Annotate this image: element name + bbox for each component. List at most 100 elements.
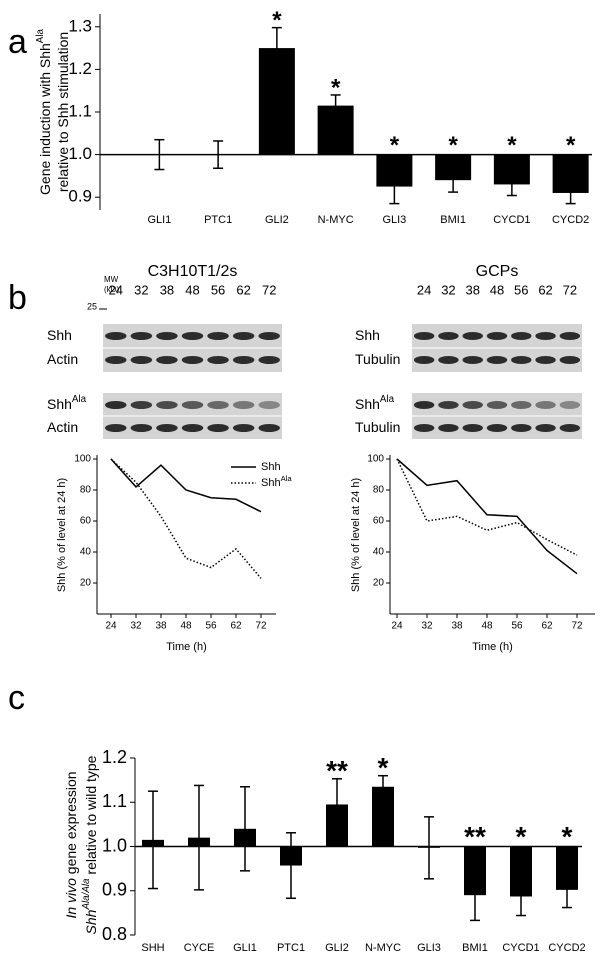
x-tick-label: PTC1 [204,214,232,226]
x-tick-label: CYCD1 [502,942,539,954]
panel-label: a [8,23,27,61]
bar [556,846,578,890]
x-axis-label: Time (h) [166,641,207,653]
blot-band [413,332,435,340]
lane-label: 72 [563,282,577,297]
row-label: ShhAla [355,394,395,412]
blot-band [511,332,532,340]
blot-band [413,401,435,409]
label-part: Shh [83,909,99,934]
x-tick-label: BMI1 [462,942,488,954]
lane-label: 62 [538,282,552,297]
bar [372,786,394,847]
x-tick-label: CYCE [184,942,215,954]
x-tick-label: GLI2 [265,214,289,226]
bar [142,839,164,847]
y-tick-label: 1.2 [68,59,92,78]
blot-band [105,401,127,409]
mw-label: MW [104,275,119,284]
blot-band [207,424,229,432]
lane-label: 56 [211,282,225,297]
series-line [396,458,578,556]
y-tick-label: 80 [80,485,92,496]
x-tick-label: CYCD2 [552,214,589,226]
significance: * [507,132,517,159]
row-label: Actin [47,351,78,367]
blot-band [258,424,280,432]
series-line [110,458,262,513]
x-tick-label: SHH [141,942,164,954]
panel-label: c [8,679,25,717]
series-line [396,458,578,575]
y-tick-label: 0.9 [102,880,127,900]
axis-label: Gene induction with ShhAla [35,28,53,194]
row-label: Shh [47,327,72,343]
x-tick-label: 72 [255,621,267,632]
blot-band [181,424,204,432]
x-tick-label: 38 [155,621,167,632]
x-tick-label: 24 [105,621,117,632]
bar [552,154,589,193]
label-part: Shh [47,396,72,412]
x-axis-label: Time (h) [472,641,513,653]
blot-title: C3H10T1/2s [148,263,238,280]
blot-band [535,424,556,432]
blot-band [232,356,255,364]
y-tick-label: 60 [80,516,92,527]
label-part: relative to Shh stimulation [55,32,71,192]
blot-band [232,332,255,340]
blot-band [559,401,581,409]
lane-label: 38 [465,282,479,297]
blot-band [511,401,532,409]
blot-band [181,332,204,340]
blot-band [535,401,556,409]
lane-label: 24 [109,282,123,297]
significance: * [562,821,573,852]
label-part: Shh [355,396,380,412]
bar [493,154,530,185]
x-tick-label: N-MYC [318,214,354,226]
x-tick-label: 32 [421,621,433,632]
significance: * [272,7,282,34]
y-tick-label: 100 [74,454,91,465]
lane-label: 48 [490,282,504,297]
blot-band [559,356,581,364]
lane-label: 62 [236,282,250,297]
blot-band [156,424,178,432]
x-tick-label: GLI3 [417,942,441,954]
blot-band [105,356,127,364]
y-tick-label: 0.8 [102,924,127,944]
bar [234,828,256,847]
blot-band [232,401,255,409]
x-tick-label: CYCD1 [493,214,530,226]
significance: * [378,752,389,783]
row-label: Shh [355,327,380,343]
blot-band [130,332,153,340]
y-tick-label: 100 [367,454,384,465]
axis-label: In vivo gene expression [63,771,79,918]
blot-band [559,424,581,432]
x-tick-label: 24 [391,621,403,632]
y-tick-label: 80 [373,485,385,496]
label-part: Actin [47,419,78,435]
x-tick-label: 56 [205,621,217,632]
y-tick-label: 0.9 [68,187,92,206]
bar [188,837,210,847]
blot-band [130,356,153,364]
label-part: Shh [355,327,380,343]
bar [510,846,532,897]
blot-band [413,424,435,432]
blot-band [462,356,483,364]
mw-label: (kD) [104,285,119,294]
significance: ** [464,821,486,852]
significance: * [331,74,341,101]
x-tick-label: CYCD2 [548,942,585,954]
blot-band [486,332,508,340]
y-tick-label: 20 [373,578,385,589]
y-tick-label: 20 [80,578,92,589]
x-tick-label: 32 [130,621,142,632]
blot-band [232,424,255,432]
x-tick-label: 56 [511,621,523,632]
blot-band [207,401,229,409]
x-tick-label: GLI1 [147,214,171,226]
